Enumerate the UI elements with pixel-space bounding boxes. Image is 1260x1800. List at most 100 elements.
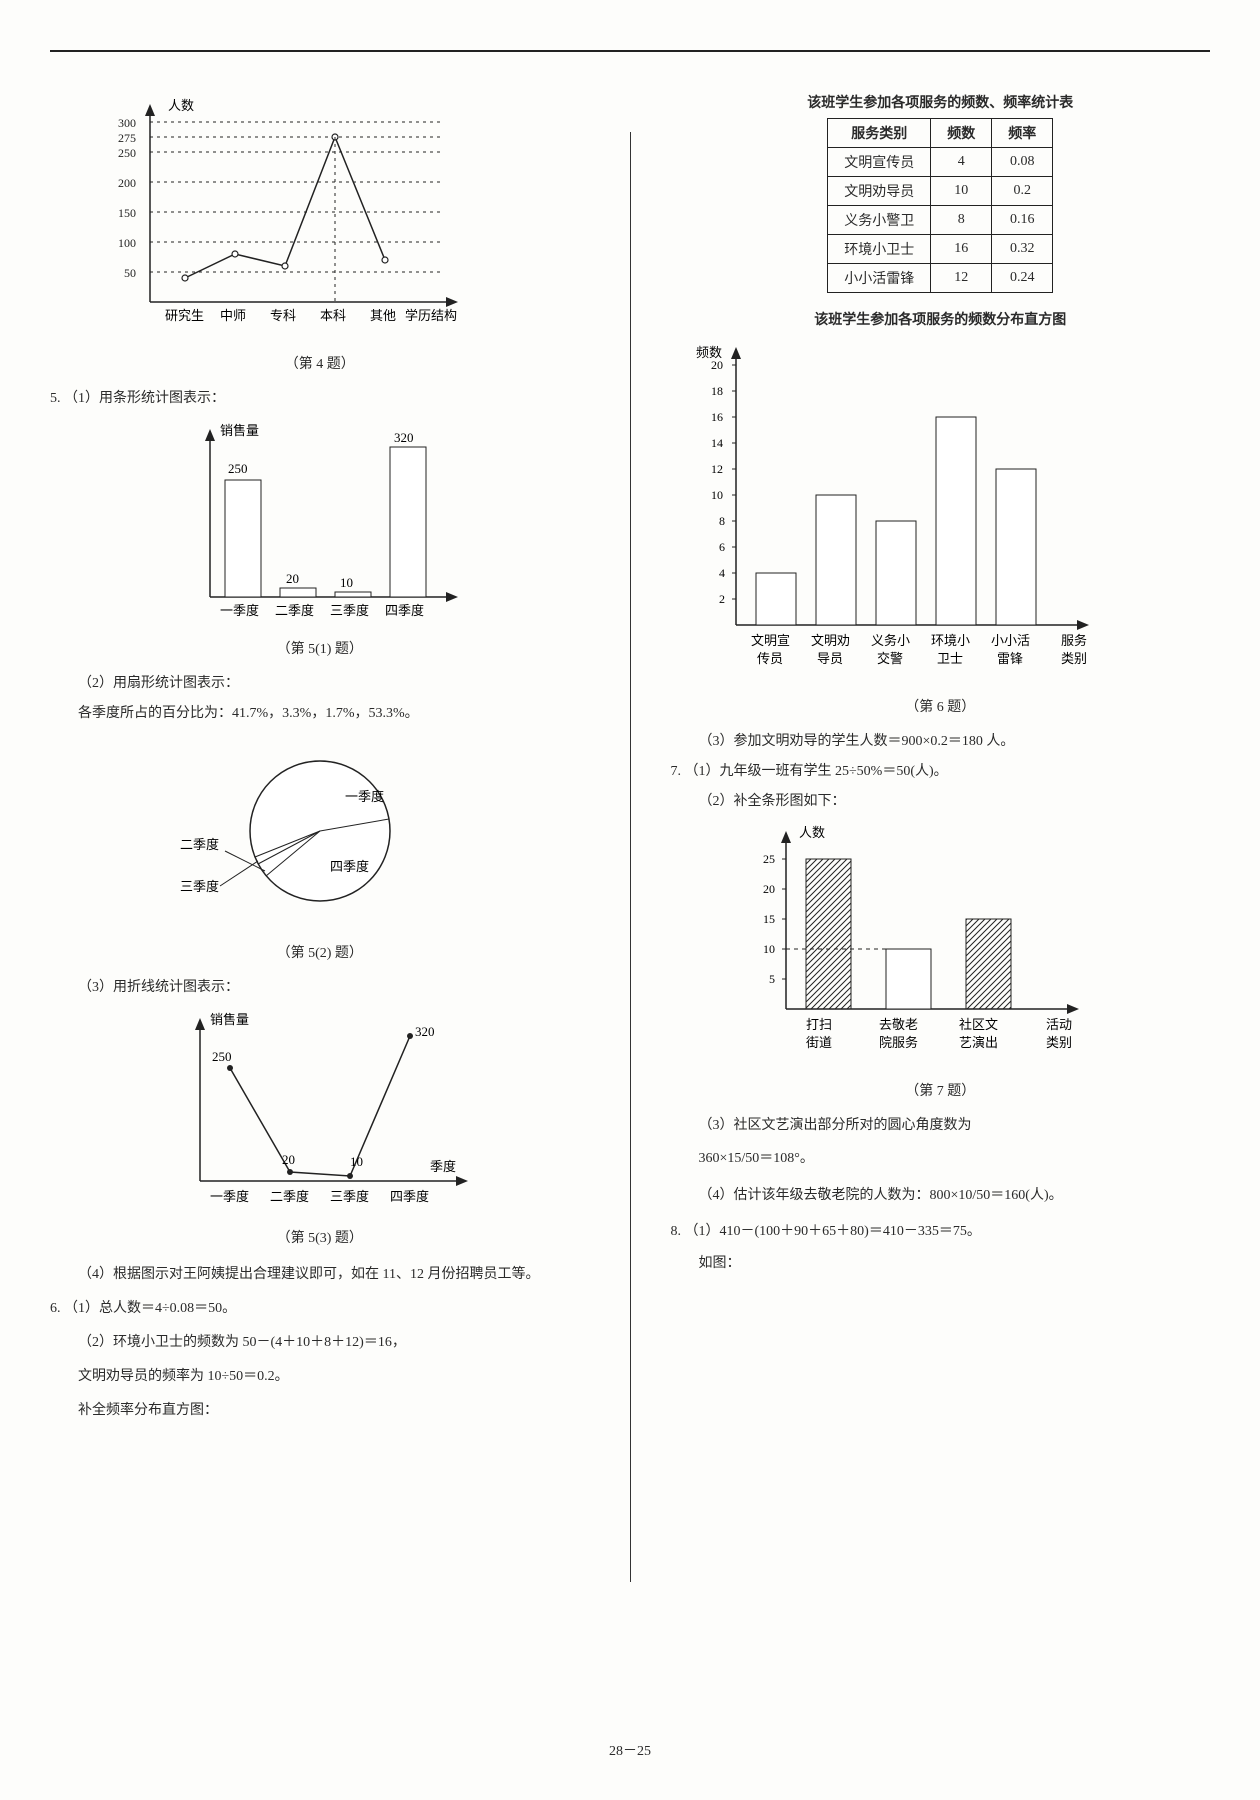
svg-text:一季度: 一季度 — [210, 1189, 249, 1204]
col-rate: 频率 — [992, 119, 1053, 148]
svg-text:义务小: 义务小 — [871, 633, 910, 648]
q5-1-bar-chart: 销售量 250 20 10 320 一季度二季度 三季度四季度 — [170, 417, 470, 632]
svg-text:类别: 类别 — [1046, 1035, 1072, 1050]
svg-text:二季度: 二季度 — [270, 1189, 309, 1204]
q6-line1: 6. （1）总人数＝4÷0.08＝50。 — [50, 1295, 590, 1323]
q7-line3b: 360×15/50＝108°。 — [671, 1144, 1211, 1175]
svg-text:10: 10 — [711, 488, 723, 502]
q6-line4: 补全频率分布直方图： — [50, 1397, 590, 1425]
table-title: 该班学生参加各项服务的频数、频率统计表 — [671, 92, 1211, 112]
svg-text:10: 10 — [763, 942, 775, 956]
svg-text:三季度: 三季度 — [330, 603, 369, 618]
q4-line-chart: 人数 50 100 150 200 250 275 300 — [90, 92, 470, 347]
svg-text:300: 300 — [118, 116, 136, 130]
q6-hist-caption: （第 6 题） — [671, 696, 1211, 716]
svg-text:2: 2 — [719, 592, 725, 606]
table-row: 环境小卫士160.32 — [828, 235, 1053, 264]
table-row: 义务小警卫80.16 — [828, 206, 1053, 235]
svg-text:275: 275 — [118, 131, 136, 145]
svg-text:街道: 街道 — [806, 1035, 832, 1050]
svg-text:中师: 中师 — [220, 308, 246, 323]
q7-line3a: （3）社区文艺演出部分所对的圆心角度数为 — [671, 1114, 1211, 1138]
svg-text:活动: 活动 — [1046, 1017, 1072, 1032]
svg-text:销售量: 销售量 — [220, 423, 259, 438]
svg-text:250: 250 — [118, 146, 136, 160]
svg-text:服务: 服务 — [1061, 633, 1087, 648]
q6-line3: 文明劝导员的频率为 10÷50＝0.2。 — [50, 1363, 590, 1391]
svg-text:季度: 季度 — [430, 1159, 456, 1174]
q6-hist-svg: 频数 2 4 6 8 10 12 14 16 18 20 — [681, 335, 1111, 685]
svg-text:三季度: 三季度 — [180, 879, 219, 894]
svg-text:8: 8 — [719, 514, 725, 528]
table-header: 服务类别 频数 频率 — [828, 119, 1053, 148]
svg-text:50: 50 — [124, 266, 136, 280]
q5-2-caption: （第 5(2) 题） — [50, 942, 590, 962]
table-row: 小小活雷锋120.24 — [828, 264, 1053, 293]
svg-text:20: 20 — [286, 571, 299, 586]
q5-2-pie: 一季度 二季度 三季度 四季度 — [170, 731, 450, 936]
q5-3-line-chart: 销售量 季度 250 20 10 320 一季度二季度 — [160, 1006, 480, 1221]
q5-2-svg: 一季度 二季度 三季度 四季度 — [170, 731, 450, 931]
q8-line1: 8. （1）410－(100＋90＋65＋80)＝410－335＝75。 — [671, 1218, 1211, 1246]
q5-1-svg: 销售量 250 20 10 320 一季度二季度 三季度四季度 — [170, 417, 470, 627]
svg-text:其他: 其他 — [370, 308, 396, 323]
q5-1-caption: （第 5(1) 题） — [50, 638, 590, 658]
svg-text:20: 20 — [763, 882, 775, 896]
svg-text:10: 10 — [350, 1154, 363, 1169]
q7-caption: （第 7 题） — [671, 1080, 1211, 1100]
svg-text:交警: 交警 — [877, 651, 903, 666]
svg-text:10: 10 — [340, 575, 353, 590]
svg-text:250: 250 — [212, 1049, 232, 1064]
svg-text:150: 150 — [118, 206, 136, 220]
svg-text:一季度: 一季度 — [345, 789, 384, 804]
q5-intro: 5. （1）用条形统计图表示： — [50, 387, 590, 411]
svg-text:卫士: 卫士 — [937, 651, 963, 666]
col-cat: 服务类别 — [828, 119, 931, 148]
q5-4-line: （4）根据图示对王阿姨提出合理建议即可，如在 11、12 月份招聘员工等。 — [50, 1261, 590, 1289]
q8-line2: 如图： — [671, 1252, 1211, 1276]
svg-text:类别: 类别 — [1061, 651, 1087, 666]
q7-line2: （2）补全条形图如下： — [671, 790, 1211, 814]
svg-text:18: 18 — [711, 384, 723, 398]
table-row: 文明劝导员100.2 — [828, 177, 1053, 206]
svg-text:20: 20 — [711, 358, 723, 372]
svg-text:学历结构: 学历结构 — [405, 308, 457, 323]
svg-text:雷锋: 雷锋 — [997, 651, 1023, 666]
q7-svg: 人数 5 10 15 20 25 打 — [731, 819, 1111, 1069]
q7-bar-chart: 人数 5 10 15 20 25 打 — [731, 819, 1111, 1074]
svg-text:本科: 本科 — [320, 308, 346, 323]
svg-text:三季度: 三季度 — [330, 1189, 369, 1204]
svg-text:文明劝: 文明劝 — [811, 633, 850, 648]
svg-text:人数: 人数 — [799, 825, 825, 840]
page-footer: 28－25 — [0, 1740, 1260, 1760]
svg-text:16: 16 — [711, 410, 723, 424]
svg-text:研究生: 研究生 — [165, 308, 204, 323]
svg-text:传员: 传员 — [757, 651, 783, 666]
svg-text:去敬老: 去敬老 — [879, 1017, 918, 1032]
freq-table: 服务类别 频数 频率 文明宣传员40.08 文明劝导员100.2 义务小警卫80… — [827, 118, 1053, 293]
q6-line5: （3）参加文明劝导的学生人数＝900×0.2＝180 人。 — [671, 730, 1211, 754]
svg-text:四季度: 四季度 — [330, 859, 369, 874]
q6-histogram: 频数 2 4 6 8 10 12 14 16 18 20 — [681, 335, 1111, 690]
svg-text:专科: 专科 — [270, 308, 296, 323]
svg-text:二季度: 二季度 — [180, 837, 219, 852]
table-row: 文明宣传员40.08 — [828, 148, 1053, 177]
svg-text:艺演出: 艺演出 — [959, 1035, 998, 1050]
svg-text:14: 14 — [711, 436, 723, 450]
svg-text:4: 4 — [719, 566, 725, 580]
q4-chart-svg: 人数 50 100 150 200 250 275 300 — [90, 92, 470, 342]
q4-caption: （第 4 题） — [50, 353, 590, 373]
q5-2-line1: （2）用扇形统计图表示： — [50, 672, 590, 696]
q4-ylabel: 人数 — [168, 98, 194, 113]
svg-text:25: 25 — [763, 852, 775, 866]
svg-text:15: 15 — [763, 912, 775, 926]
q5-3-line: （3）用折线统计图表示： — [50, 976, 590, 1000]
svg-text:环境小: 环境小 — [931, 633, 970, 648]
svg-text:250: 250 — [228, 461, 248, 476]
q6-line2: （2）环境小卫士的频数为 50－(4＋10＋8＋12)＝16， — [50, 1329, 590, 1357]
svg-text:200: 200 — [118, 176, 136, 190]
svg-text:320: 320 — [415, 1024, 435, 1039]
q7-line4: （4）估计该年级去敬老院的人数为：800×10/50＝160(人)。 — [671, 1181, 1211, 1212]
svg-text:12: 12 — [711, 462, 723, 476]
svg-text:5: 5 — [769, 972, 775, 986]
